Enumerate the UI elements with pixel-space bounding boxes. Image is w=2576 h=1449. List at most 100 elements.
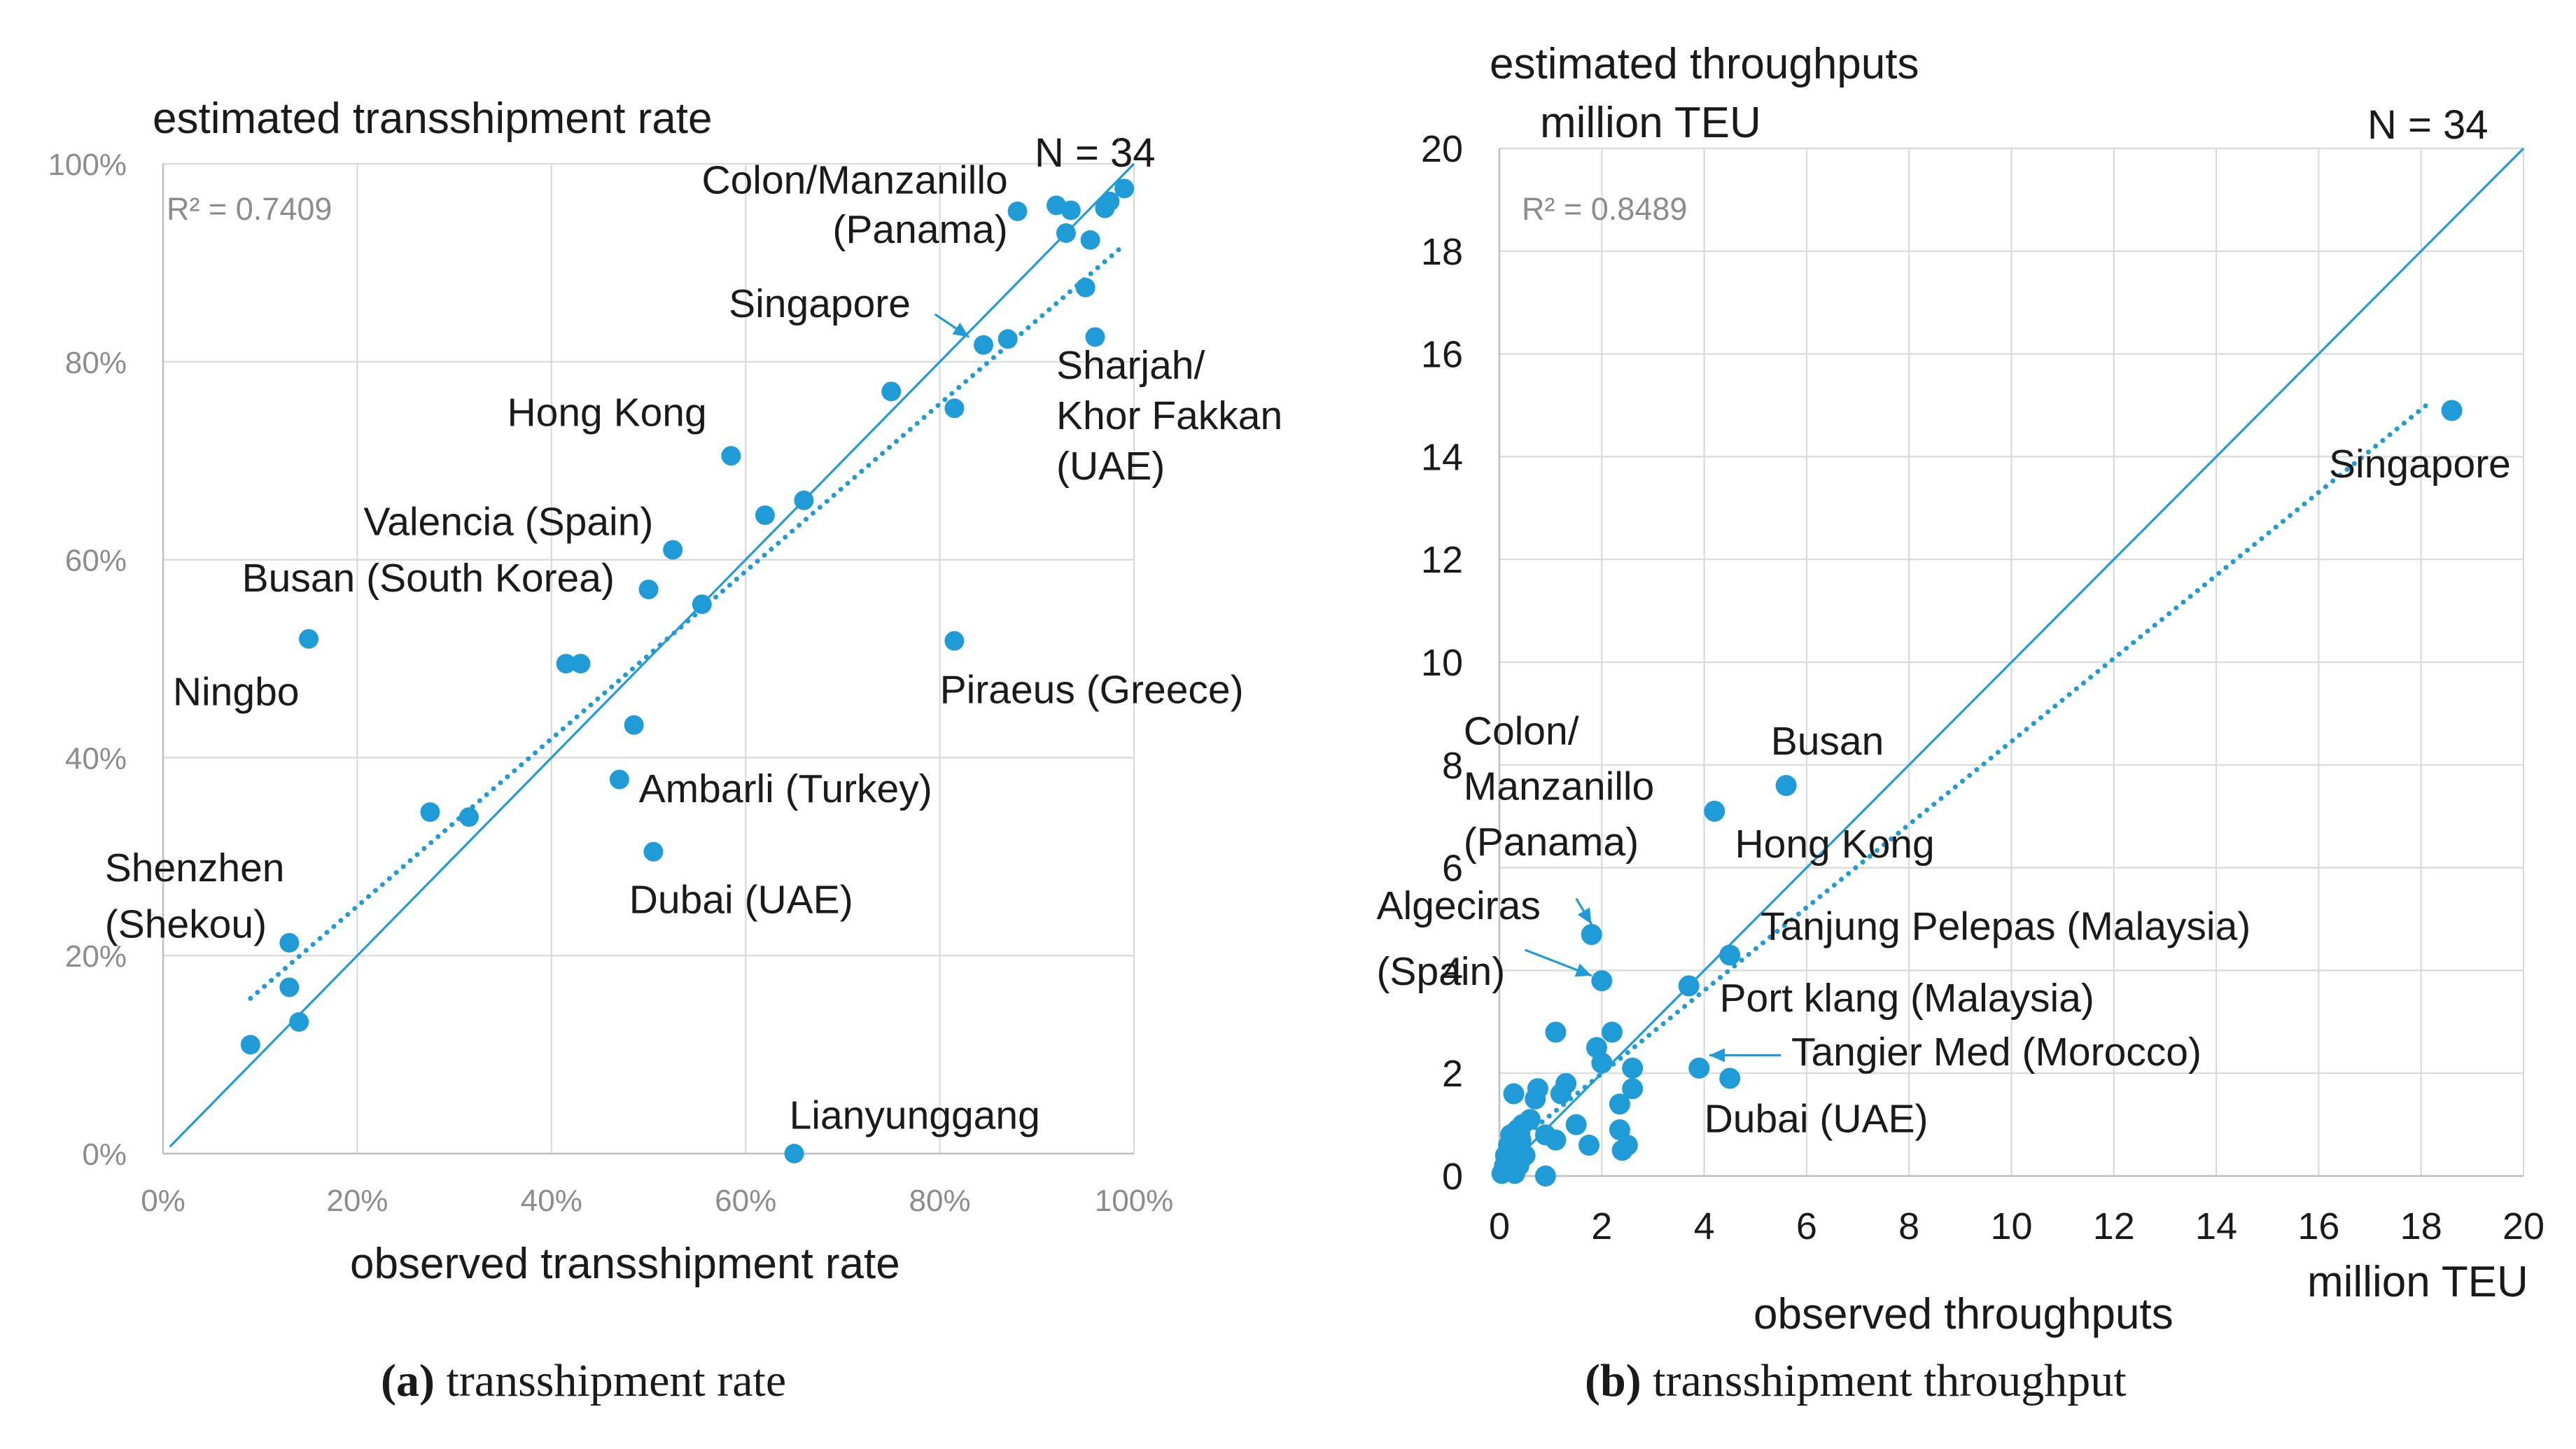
panel-a-gridlines: [162, 162, 1135, 1155]
data-point: [974, 335, 994, 355]
panel-b-x-axis-title: observed throughputs: [1754, 1290, 2174, 1338]
panel-a-data-points: [240, 178, 1135, 1163]
annotation-arrow-head: [1577, 907, 1592, 925]
panel-a-tick-labels: 0% 20% 40% 60% 80% 100% 0% 20% 40% 60% 80% 100%: [48, 148, 1173, 1218]
y-tick-label: 20: [1421, 128, 1463, 170]
data-point: [1688, 1057, 1710, 1079]
point-annotation: Lianyunggang: [790, 1093, 1040, 1138]
data-point: [1519, 1109, 1541, 1130]
x-tick-label: 4: [1694, 1205, 1715, 1247]
x-tick-label: 0: [1489, 1205, 1510, 1247]
data-point: [1503, 1083, 1525, 1105]
panel-a-n-label: N = 34: [1035, 130, 1156, 176]
data-point: [1085, 327, 1105, 347]
panel-b-arrows: [1524, 897, 1782, 1063]
point-annotation: Algeciras: [1376, 883, 1540, 928]
trendline-dotted: [248, 242, 1127, 1001]
data-point: [755, 505, 775, 525]
data-point: [279, 932, 300, 953]
data-point: [1514, 1144, 1536, 1166]
x-tick-label: 60%: [715, 1184, 776, 1218]
reference-line-y-equals-x: [169, 162, 1135, 1148]
data-point: [1719, 1068, 1741, 1089]
x-tick-label: 12: [2093, 1205, 2135, 1247]
point-annotation: Sharjah/: [1056, 343, 1205, 388]
data-point: [1775, 775, 1797, 797]
data-point: [881, 382, 902, 402]
point-annotation: Ningbo: [173, 669, 300, 714]
data-point: [609, 769, 629, 790]
data-point: [1555, 1072, 1577, 1094]
panel-a-y-axis-title: estimated transshipment rate: [153, 94, 713, 143]
panel-a-arrows: [934, 313, 970, 338]
panel-b-n-label: N = 34: [2367, 102, 2488, 148]
x-tick-label: 100%: [1095, 1184, 1174, 1218]
data-point: [570, 654, 591, 674]
y-tick-label: 8: [1442, 745, 1463, 787]
data-point: [1609, 1093, 1630, 1115]
x-tick-label: 8: [1898, 1205, 1919, 1247]
data-point: [289, 1011, 309, 1032]
data-point: [1545, 1129, 1567, 1151]
y-tick-label: 2: [1442, 1053, 1463, 1095]
x-tick-label: 16: [2297, 1205, 2339, 1247]
data-point: [1591, 970, 1613, 992]
point-annotation: Busan (South Korea): [242, 556, 615, 601]
panel-b-transshipment-throughput: 0 2 4 6 8 10 12 14 16 18 20 0 2 4 6 8 10 12 14 16 18 20 Colon…: [1376, 40, 2544, 1406]
data-point: [1616, 1134, 1638, 1156]
data-point: [1080, 230, 1100, 250]
x-tick-label: 14: [2195, 1205, 2237, 1247]
data-point: [1565, 1114, 1587, 1135]
data-point: [1534, 1166, 1556, 1186]
x-tick-label: 6: [1796, 1205, 1817, 1247]
data-point: [556, 654, 576, 674]
panel-a-reference-and-trend-lines: [169, 162, 1135, 1148]
data-point: [1527, 1078, 1548, 1100]
panel-a-r-squared: R² = 0.7409: [167, 191, 332, 227]
data-point: [1056, 223, 1076, 243]
point-annotation: Busan: [1771, 719, 1884, 764]
data-point: [1601, 1021, 1623, 1043]
data-point: [624, 715, 644, 735]
x-tick-label: 2: [1591, 1205, 1612, 1247]
y-tick-label: 80%: [65, 346, 127, 380]
panel-b-x-axis-unit: million TEU: [2307, 1258, 2528, 1306]
point-annotation: Khor Fakkan: [1056, 393, 1282, 438]
data-point: [1719, 944, 1741, 966]
data-point: [997, 329, 1018, 349]
annotation-arrow-head: [1574, 963, 1592, 977]
x-tick-label: 18: [2400, 1205, 2442, 1247]
point-annotation: (Shekou): [105, 902, 267, 947]
panel-a-annotations: Colon/Manzanillo (Panama) Singapore Sharjah…: [105, 158, 1282, 1138]
point-annotation: Hong Kong: [507, 391, 706, 435]
data-point: [2441, 400, 2463, 421]
reference-line-y-equals-x: [1506, 147, 2525, 1170]
x-tick-label: 20: [2502, 1205, 2544, 1247]
data-point: [1622, 1057, 1644, 1079]
panel-b-y-axis-title: estimated throughputs: [1490, 40, 1919, 88]
y-tick-label: 40%: [65, 741, 127, 776]
data-point: [1704, 800, 1726, 822]
data-point: [279, 977, 300, 997]
data-point: [944, 398, 965, 419]
x-tick-label: 10: [1990, 1205, 2032, 1247]
panel-b-data-points: [1491, 400, 2463, 1186]
point-annotation: Piraeus (Greece): [940, 668, 1244, 713]
data-point: [420, 802, 440, 822]
annotation-arrow-head: [952, 322, 969, 337]
y-tick-label: 0: [1442, 1156, 1463, 1198]
panel-b-annotations: Colon/Manzanillo (Panama) Busan Hong Kong Al…: [1376, 442, 2510, 1142]
y-tick-label: 10: [1421, 642, 1463, 684]
trendline-dotted: [1497, 398, 2434, 1159]
x-tick-label: 20%: [326, 1184, 388, 1218]
data-point: [240, 1035, 260, 1055]
point-annotation: Valencia (Spain): [363, 499, 653, 544]
point-annotation: Hong Kong: [1735, 822, 1934, 867]
panel-b-r-squared: R² = 0.8489: [1522, 191, 1687, 227]
y-tick-label: 60%: [65, 544, 127, 578]
y-tick-label: 12: [1421, 539, 1463, 581]
data-point: [1060, 200, 1081, 220]
data-point: [643, 841, 664, 862]
data-point: [1678, 975, 1700, 997]
panel-b-caption: (b) transshipment throughput: [1585, 1355, 2127, 1406]
